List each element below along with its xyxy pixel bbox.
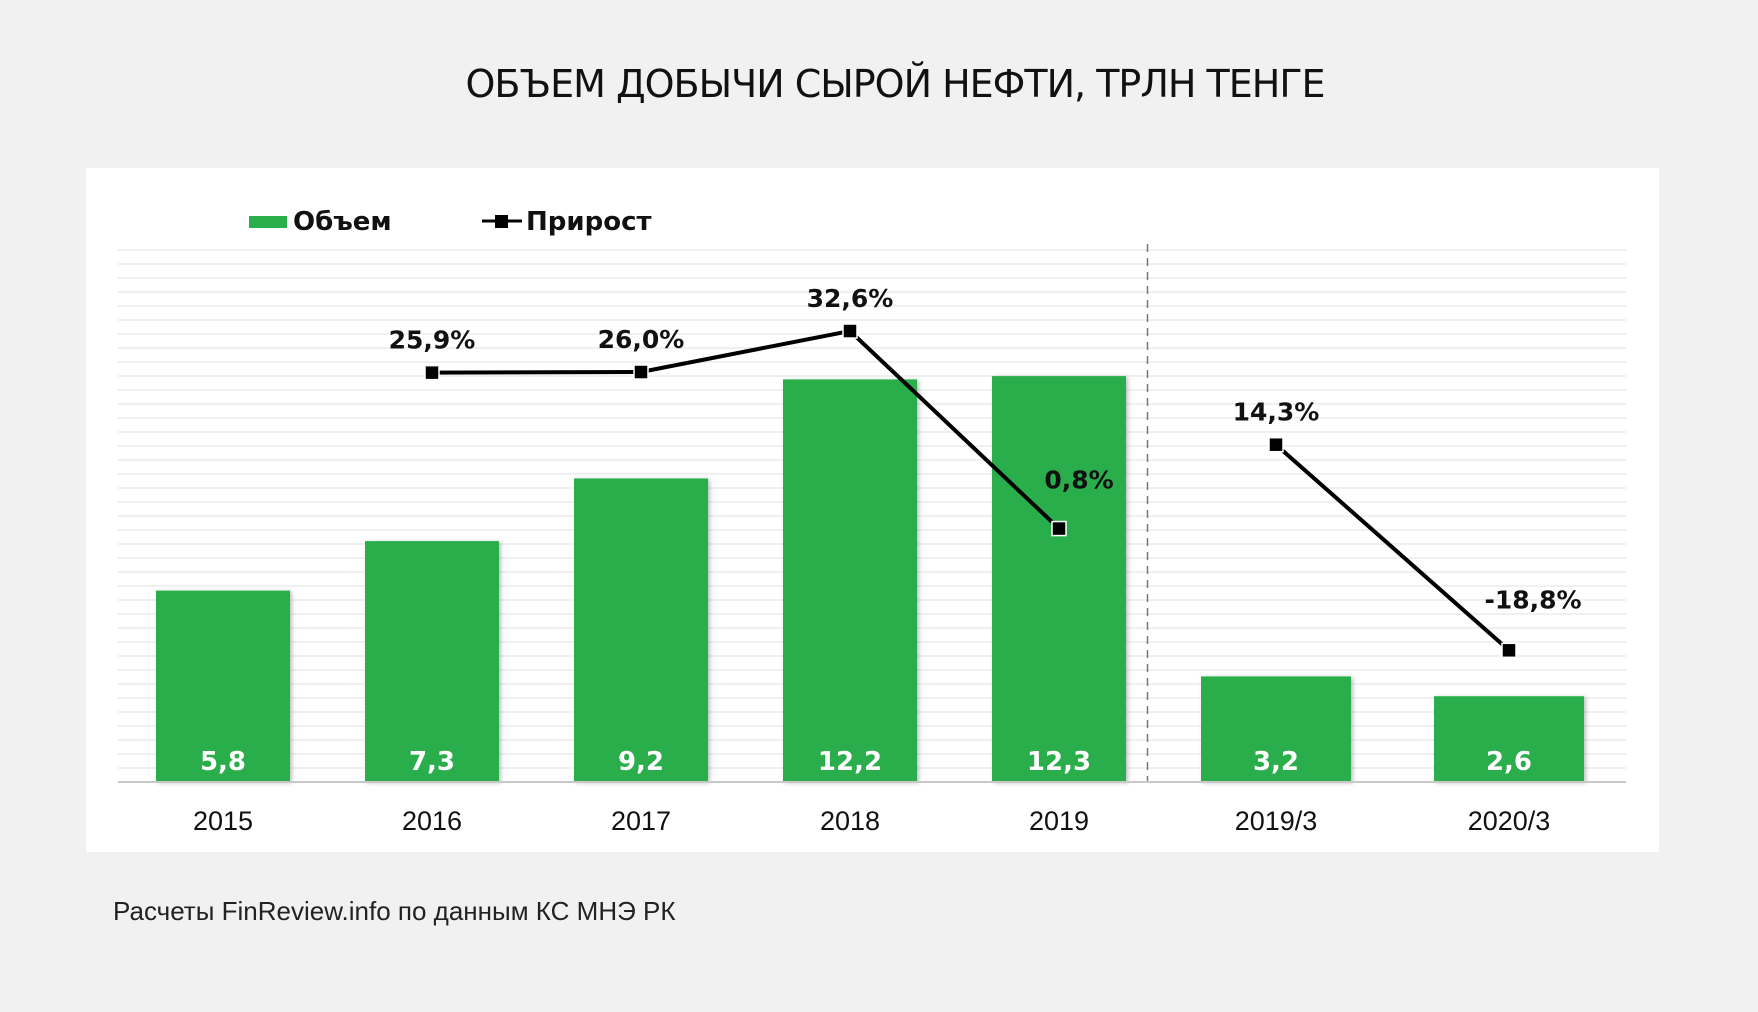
x-tick-label: 2018	[820, 806, 880, 836]
x-tick-label: 2019/3	[1235, 806, 1318, 836]
plot-area: 5,8 7,3 9,2 12,2 12,3 3,2 2,6 2015 2016 2017 2018 2…	[86, 168, 1659, 852]
bar-value-label: 3,2	[1253, 747, 1299, 777]
legend-label-growth: Прирост	[526, 207, 652, 237]
legend-swatch-volume	[249, 216, 287, 228]
x-tick-label: 2019	[1029, 806, 1089, 836]
bar-volume-2018	[783, 379, 917, 782]
chart-title: ОБЪЕМ ДОБЫЧИ СЫРОЙ НЕФТИ, ТРЛН ТЕНГЕ	[465, 62, 1325, 106]
bar-value-label: 9,2	[618, 747, 664, 777]
bar-value-label: 12,3	[1027, 747, 1091, 777]
bar-volume-2019-3	[1201, 676, 1351, 782]
legend-label-volume: Объем	[293, 207, 392, 237]
x-tick-label: 2015	[193, 806, 253, 836]
bar-value-label: 12,2	[818, 747, 882, 777]
bar-volume-2016	[365, 541, 499, 782]
bar-value-label: 2,6	[1486, 747, 1532, 777]
growth-marker	[1051, 520, 1067, 537]
growth-line-segment	[1274, 443, 1511, 652]
growth-value-label: -18,8%	[1484, 585, 1581, 614]
x-tick-label: 2017	[611, 806, 671, 836]
growth-value-label: 32,6%	[807, 284, 894, 313]
growth-value-label: 0,8%	[1044, 466, 1113, 495]
growth-marker	[633, 364, 649, 380]
growth-marker	[1501, 642, 1517, 659]
chart-svg: 5,8 7,3 9,2 12,2 12,3 3,2 2,6 2015 2016 2017 2018 2…	[118, 207, 1626, 836]
growth-marker	[842, 323, 858, 339]
growth-marker	[424, 364, 440, 381]
bar-volume-2017	[574, 478, 708, 782]
source-note: Расчеты FinReview.info по данным КС МНЭ …	[113, 896, 676, 926]
legend-marker-growth	[495, 215, 508, 228]
growth-line-segment	[431, 328, 1061, 531]
bar-volume-2015	[156, 590, 290, 782]
x-tick-label: 2020/3	[1468, 806, 1551, 836]
bar-volume-2020-3	[1434, 696, 1584, 782]
growth-value-label: 25,9%	[389, 326, 476, 355]
growth-value-label: 14,3%	[1233, 398, 1320, 427]
bar-value-label: 7,3	[409, 747, 455, 777]
bar-value-label: 5,8	[200, 747, 246, 777]
x-tick-label: 2016	[402, 806, 462, 836]
growth-value-label: 26,0%	[598, 325, 685, 354]
growth-marker	[1268, 436, 1284, 453]
bar-volume-2019	[992, 376, 1126, 782]
